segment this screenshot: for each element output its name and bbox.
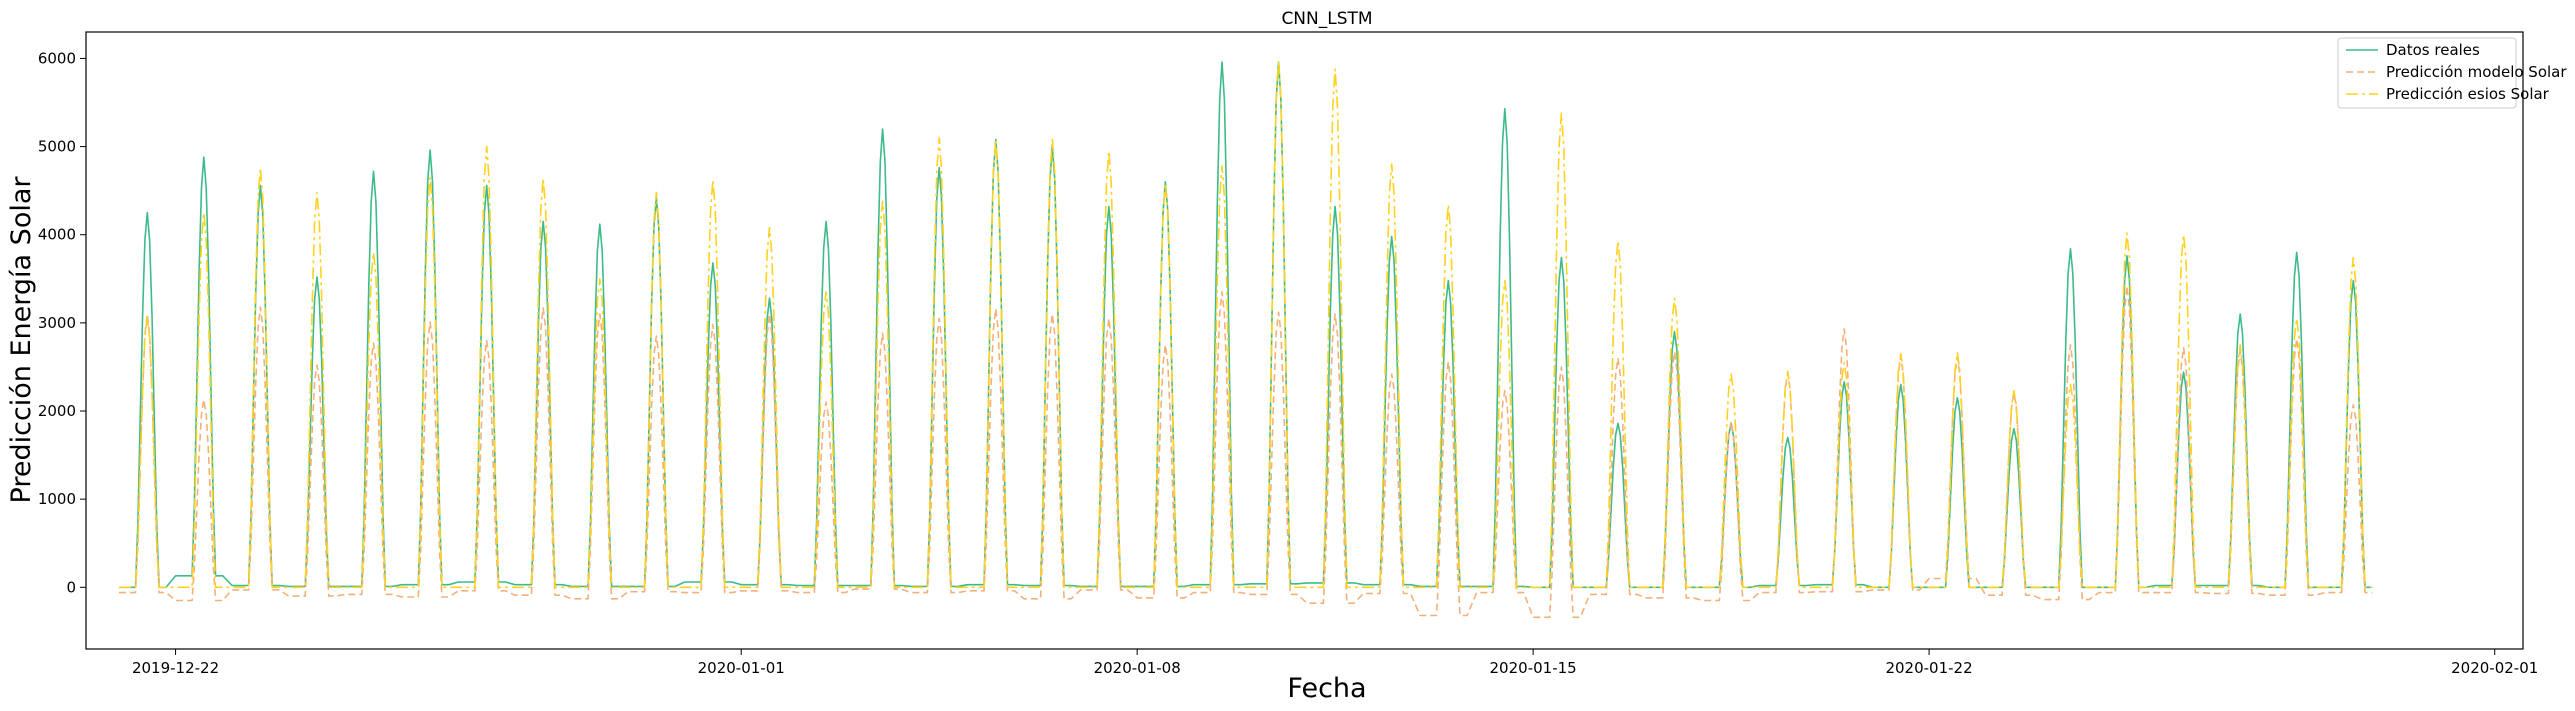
legend: Datos reales Predicción modelo Solar Pre… (2337, 37, 2567, 109)
y-axis: 0 1000 2000 3000 4000 5000 6000 (38, 49, 86, 596)
y-tick-label: 1000 (38, 490, 76, 508)
y-tick-label: 2000 (38, 402, 76, 420)
legend-label-prediccion-esios-solar: Predicción esios Solar (2386, 85, 2550, 103)
legend-frame (2337, 37, 2517, 109)
series-line-2 (119, 59, 2373, 589)
legend-label-prediccion-modelo-solar: Predicción modelo Solar (2386, 63, 2567, 81)
legend-label-datos-reales: Datos reales (2386, 41, 2480, 59)
y-tick-label: 0 (66, 578, 76, 596)
y-tick-label: 4000 (38, 226, 76, 244)
x-axis: 2019-12-22 2020-01-01 2020-01-08 2020-01-15… (132, 649, 2538, 677)
x-tick-label: 2019-12-22 (132, 659, 219, 677)
plot-frame (85, 31, 2524, 650)
y-tick-label: 5000 (38, 138, 76, 156)
y-axis-label: Predicción Energía Solar (6, 176, 37, 504)
y-tick-label: 3000 (38, 314, 76, 332)
chart-title: CNN_LSTM (1281, 9, 1372, 29)
x-axis-label: Fecha (1287, 673, 1366, 704)
x-tick-label: 2020-01-15 (1490, 659, 1577, 677)
x-tick-label: 2020-01-01 (698, 659, 785, 677)
x-tick-label: 2020-01-08 (1094, 659, 1181, 677)
x-tick-label: 2020-02-01 (2451, 659, 2538, 677)
series-layer (119, 59, 2373, 619)
y-tick-label: 6000 (38, 49, 76, 67)
x-tick-label: 2020-01-22 (1885, 659, 1972, 677)
